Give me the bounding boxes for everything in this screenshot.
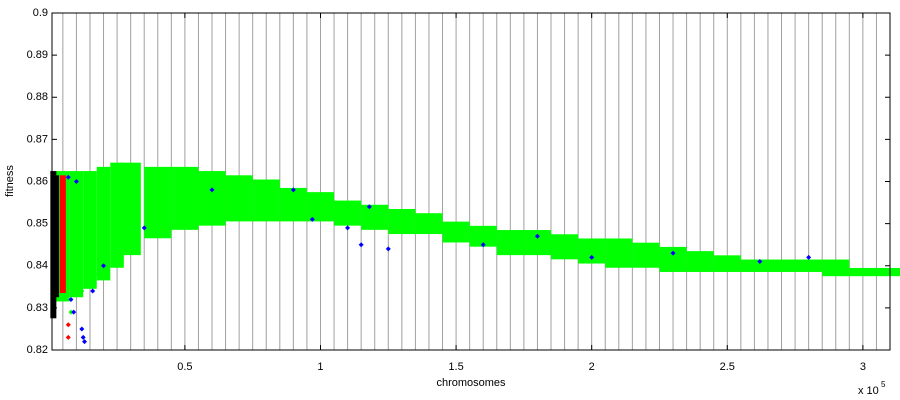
point-range xyxy=(83,171,97,289)
y-tick-label: 0.84 xyxy=(27,260,48,272)
point xyxy=(65,322,71,328)
point-range xyxy=(415,213,443,235)
ticks: 0.82 0.83 0.84 0.85 0.86 0.87 0.88 0.89 0.9 0.5 1 1… xyxy=(27,7,890,373)
y-tick-label: 0.87 xyxy=(27,133,48,145)
point xyxy=(82,339,88,345)
point-range xyxy=(876,267,900,277)
point xyxy=(345,225,351,231)
point xyxy=(358,242,364,248)
point-range xyxy=(795,259,823,272)
x-axis-label: chromosomes xyxy=(436,377,506,389)
point-range xyxy=(442,221,470,243)
point xyxy=(670,250,676,256)
marks xyxy=(50,162,900,345)
point xyxy=(80,334,86,340)
x-tick-label: 1 xyxy=(317,361,323,373)
point-range xyxy=(361,204,389,230)
point xyxy=(68,309,74,315)
point xyxy=(92,271,98,277)
point xyxy=(385,246,391,252)
point xyxy=(806,254,812,260)
y-tick-label: 0.89 xyxy=(27,49,48,61)
point xyxy=(90,288,96,294)
y-tick-label: 0.85 xyxy=(27,218,48,230)
point-range xyxy=(740,259,768,272)
point-range xyxy=(59,175,66,294)
point xyxy=(209,187,215,193)
point-range xyxy=(306,192,335,222)
point-range xyxy=(686,251,714,272)
point-range xyxy=(53,175,60,298)
point-range xyxy=(713,255,741,272)
point-range xyxy=(632,242,660,268)
point-range xyxy=(69,171,84,298)
x-tick-label: 2.5 xyxy=(720,361,735,373)
point-range xyxy=(605,238,633,268)
point xyxy=(141,225,147,231)
point-range xyxy=(496,230,524,256)
point-range xyxy=(551,234,579,260)
point xyxy=(589,254,595,260)
y-axis-label: fitness xyxy=(4,165,16,197)
point xyxy=(79,288,85,294)
x-tick-label: 2 xyxy=(589,361,595,373)
point-range xyxy=(110,162,124,268)
point-range xyxy=(171,166,199,230)
point xyxy=(534,233,540,239)
point xyxy=(757,259,763,265)
point xyxy=(68,296,74,302)
point xyxy=(480,242,486,248)
y-tick-label: 0.83 xyxy=(27,302,48,314)
point-range xyxy=(144,166,172,239)
point xyxy=(65,174,71,180)
point xyxy=(290,187,296,193)
point xyxy=(309,216,315,222)
x-tick-label: 0.5 xyxy=(177,361,192,373)
x-tick-label: 1.5 xyxy=(448,361,463,373)
point xyxy=(101,263,107,269)
point xyxy=(71,309,77,315)
point-range xyxy=(469,225,497,247)
point-range xyxy=(334,200,362,226)
x-tick-label: 3 xyxy=(860,361,866,373)
x-multiplier-base: x 10 xyxy=(858,385,879,397)
point-range xyxy=(849,267,877,277)
point xyxy=(366,204,372,210)
point-range xyxy=(252,179,280,222)
point-range xyxy=(822,259,850,277)
point xyxy=(65,334,71,340)
y-tick-label: 0.9 xyxy=(33,7,48,19)
y-tick-label: 0.82 xyxy=(27,344,48,356)
point-range xyxy=(198,171,226,226)
point xyxy=(73,179,79,184)
point-range xyxy=(767,259,796,272)
y-tick-label: 0.88 xyxy=(27,91,48,103)
point-range xyxy=(120,162,141,256)
point-range xyxy=(225,175,253,222)
x-multiplier-exponent: 5 xyxy=(881,380,886,389)
point xyxy=(79,326,85,332)
point-range xyxy=(279,187,307,222)
point-range xyxy=(388,208,416,235)
y-tick-label: 0.86 xyxy=(27,175,48,187)
point-range xyxy=(96,166,111,281)
